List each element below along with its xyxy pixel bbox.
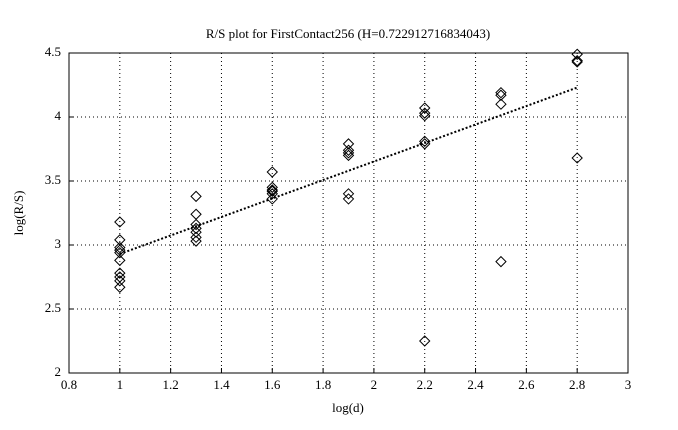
diamond-marker: [114, 241, 126, 254]
x-tick-label: 2.6: [518, 377, 535, 392]
diamond-marker: [190, 190, 202, 203]
diamond-marker: [266, 188, 278, 200]
diamond-marker: [266, 181, 278, 194]
y-tick-label: 3.5: [45, 172, 61, 187]
diamond-marker: [571, 56, 583, 68]
diamond-marker: [495, 89, 507, 101]
x-axis-label: log(d): [332, 400, 364, 415]
diamond-marker: [190, 218, 202, 231]
x-tick-label: 1.2: [163, 377, 179, 392]
x-tick-label: 1.8: [315, 377, 331, 392]
diamond-marker: [190, 231, 202, 244]
x-tick-label: 2.8: [569, 377, 585, 392]
diamond-marker: [571, 54, 583, 67]
plot-frame: [68, 52, 629, 374]
diamond-marker: [342, 149, 355, 162]
diamond-marker: [342, 144, 355, 156]
diamond-marker: [571, 48, 583, 60]
diamond-marker: [114, 246, 126, 259]
fit-line: [119, 86, 578, 255]
diamond-marker: [571, 152, 583, 164]
x-tick-label: 1.6: [264, 377, 281, 392]
diamond-marker: [114, 275, 126, 287]
diamond-marker: [114, 234, 126, 246]
diamond-marker: [190, 208, 202, 220]
x-tick-label: 2.2: [417, 377, 433, 392]
diamond-marker: [190, 226, 202, 238]
y-tick-label: 4.5: [45, 44, 61, 59]
y-axis-label: log(R/S): [11, 191, 26, 236]
chart-title: R/S plot for FirstContact256 (H=0.722912…: [206, 26, 490, 41]
diamond-marker: [419, 107, 431, 119]
y-tick-label: 3: [55, 236, 62, 251]
diamond-marker: [114, 216, 126, 228]
diamond-marker: [419, 110, 431, 122]
y-tick-label: 4: [55, 108, 62, 123]
y-tick-label: 2: [55, 364, 62, 379]
diamond-marker: [342, 147, 355, 159]
diamond-marker: [266, 166, 278, 178]
x-tick-label: 2.4: [467, 377, 484, 392]
diamond-marker: [342, 138, 355, 150]
diamond-marker: [419, 135, 431, 148]
diamond-marker: [266, 185, 278, 197]
x-tick-label: 1.4: [213, 377, 230, 392]
diamond-marker: [419, 335, 431, 347]
diamond-marker: [342, 188, 355, 200]
x-tick-label: 0.8: [61, 377, 77, 392]
diamond-marker: [190, 235, 202, 247]
diamond-marker: [342, 193, 355, 205]
diamond-marker: [495, 86, 507, 99]
diamond-marker: [114, 254, 126, 267]
x-tick-label: 1: [117, 377, 124, 392]
diamond-marker: [419, 102, 431, 114]
diamond-marker: [495, 98, 507, 110]
y-tick-label: 2.5: [45, 300, 61, 315]
diamond-marker: [419, 138, 431, 150]
x-tick-label: 3: [625, 377, 632, 392]
diamond-marker: [114, 267, 126, 279]
diamond-marker: [266, 184, 278, 196]
x-tick-label: 2: [371, 377, 378, 392]
diamond-marker: [114, 281, 126, 293]
diamond-marker: [495, 255, 507, 268]
